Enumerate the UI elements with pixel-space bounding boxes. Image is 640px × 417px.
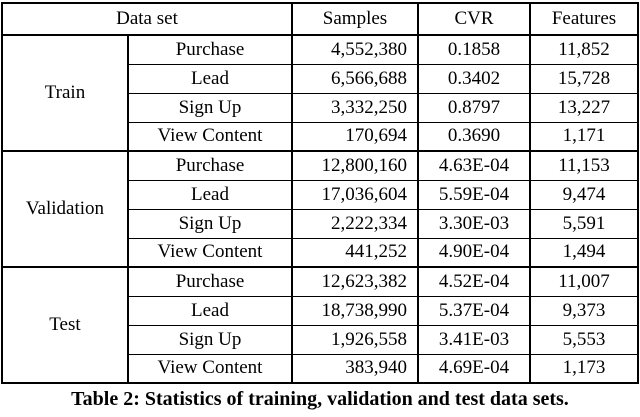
table-caption: Table 2: Statistics of training, validat… xyxy=(71,388,569,410)
group-label-train: Train xyxy=(0,34,129,152)
cell-type: Purchase xyxy=(126,150,294,181)
table-row: View Content 383,940 4.69E-04 1,173 xyxy=(2,353,639,384)
cell-cvr: 0.3402 xyxy=(417,63,531,94)
table-row: Sign Up 3,332,250 0.8797 13,227 xyxy=(2,92,639,123)
cell-cvr: 5.59E-04 xyxy=(417,179,531,210)
header-features: Features xyxy=(529,2,639,36)
table-row: Test Purchase 12,623,382 4.52E-04 11,007 xyxy=(0,266,639,384)
group-label-test: Test xyxy=(0,266,129,384)
cell-type: Purchase xyxy=(126,266,294,297)
cell-features: 13,227 xyxy=(529,92,639,123)
cell-cvr: 3.41E-03 xyxy=(417,324,531,355)
cell-type: View Content xyxy=(126,353,294,384)
cell-cvr: 4.52E-04 xyxy=(417,266,531,297)
cell-features: 1,171 xyxy=(529,121,639,152)
table-row: Lead 17,036,604 5.59E-04 9,474 xyxy=(2,179,639,210)
cell-samples: 18,738,990 xyxy=(291,295,419,326)
cell-type: Sign Up xyxy=(126,208,294,239)
table-row: Lead 18,738,990 5.37E-04 9,373 xyxy=(2,295,639,326)
table-header: Data set Samples CVR Features xyxy=(0,2,639,36)
table-row: Sign Up 2,222,334 3.30E-03 5,591 xyxy=(2,208,639,239)
cell-features: 9,474 xyxy=(529,179,639,210)
cell-samples: 6,566,688 xyxy=(291,63,419,94)
table-row: View Content 441,252 4.90E-04 1,494 xyxy=(2,237,639,268)
cell-cvr: 4.63E-04 xyxy=(417,150,531,181)
cell-features: 5,591 xyxy=(529,208,639,239)
cell-samples: 12,800,160 xyxy=(291,150,419,181)
cell-cvr: 0.8797 xyxy=(417,92,531,123)
header-dataset: Data set xyxy=(0,2,294,36)
cell-samples: 12,623,382 xyxy=(291,266,419,297)
cell-features: 15,728 xyxy=(529,63,639,94)
cell-type: View Content xyxy=(126,237,294,268)
cell-cvr: 0.1858 xyxy=(417,34,531,65)
cell-samples: 1,926,558 xyxy=(291,324,419,355)
cell-cvr: 4.69E-04 xyxy=(417,353,531,384)
cell-samples: 383,940 xyxy=(291,353,419,384)
cell-type: Lead xyxy=(126,63,294,94)
cell-samples: 17,036,604 xyxy=(291,179,419,210)
statistics-table: Data set Samples CVR Features Train Purc… xyxy=(0,2,639,384)
cell-type: Lead xyxy=(126,179,294,210)
cell-features: 11,153 xyxy=(529,150,639,181)
table-row: Validation Purchase 12,800,160 4.63E-04 … xyxy=(0,150,639,268)
cell-type: Lead xyxy=(126,295,294,326)
cell-samples: 4,552,380 xyxy=(291,34,419,65)
cell-cvr: 3.30E-03 xyxy=(417,208,531,239)
group-label-validation: Validation xyxy=(0,150,129,268)
cell-features: 5,553 xyxy=(529,324,639,355)
cell-type: Sign Up xyxy=(126,92,294,123)
header-row: Data set Samples CVR Features xyxy=(0,2,639,36)
cell-samples: 170,694 xyxy=(291,121,419,152)
cell-features: 1,173 xyxy=(529,353,639,384)
cell-type: Purchase xyxy=(126,34,294,65)
cell-samples: 3,332,250 xyxy=(291,92,419,123)
cell-cvr: 5.37E-04 xyxy=(417,295,531,326)
cell-type: View Content xyxy=(126,121,294,152)
header-cvr: CVR xyxy=(417,2,531,36)
cell-cvr: 0.3690 xyxy=(417,121,531,152)
table-row: Train Purchase 4,552,380 0.1858 11,852 xyxy=(0,34,639,152)
cell-features: 9,373 xyxy=(529,295,639,326)
cell-features: 1,494 xyxy=(529,237,639,268)
table-row: Lead 6,566,688 0.3402 15,728 xyxy=(2,63,639,94)
table-row: View Content 170,694 0.3690 1,171 xyxy=(2,121,639,152)
cell-cvr: 4.90E-04 xyxy=(417,237,531,268)
table-body: Train Purchase 4,552,380 0.1858 11,852 L… xyxy=(0,34,639,384)
cell-samples: 441,252 xyxy=(291,237,419,268)
header-samples: Samples xyxy=(291,2,419,36)
cell-type: Sign Up xyxy=(126,324,294,355)
table-row: Sign Up 1,926,558 3.41E-03 5,553 xyxy=(2,324,639,355)
cell-features: 11,007 xyxy=(529,266,639,297)
cell-features: 11,852 xyxy=(529,34,639,65)
cell-samples: 2,222,334 xyxy=(291,208,419,239)
